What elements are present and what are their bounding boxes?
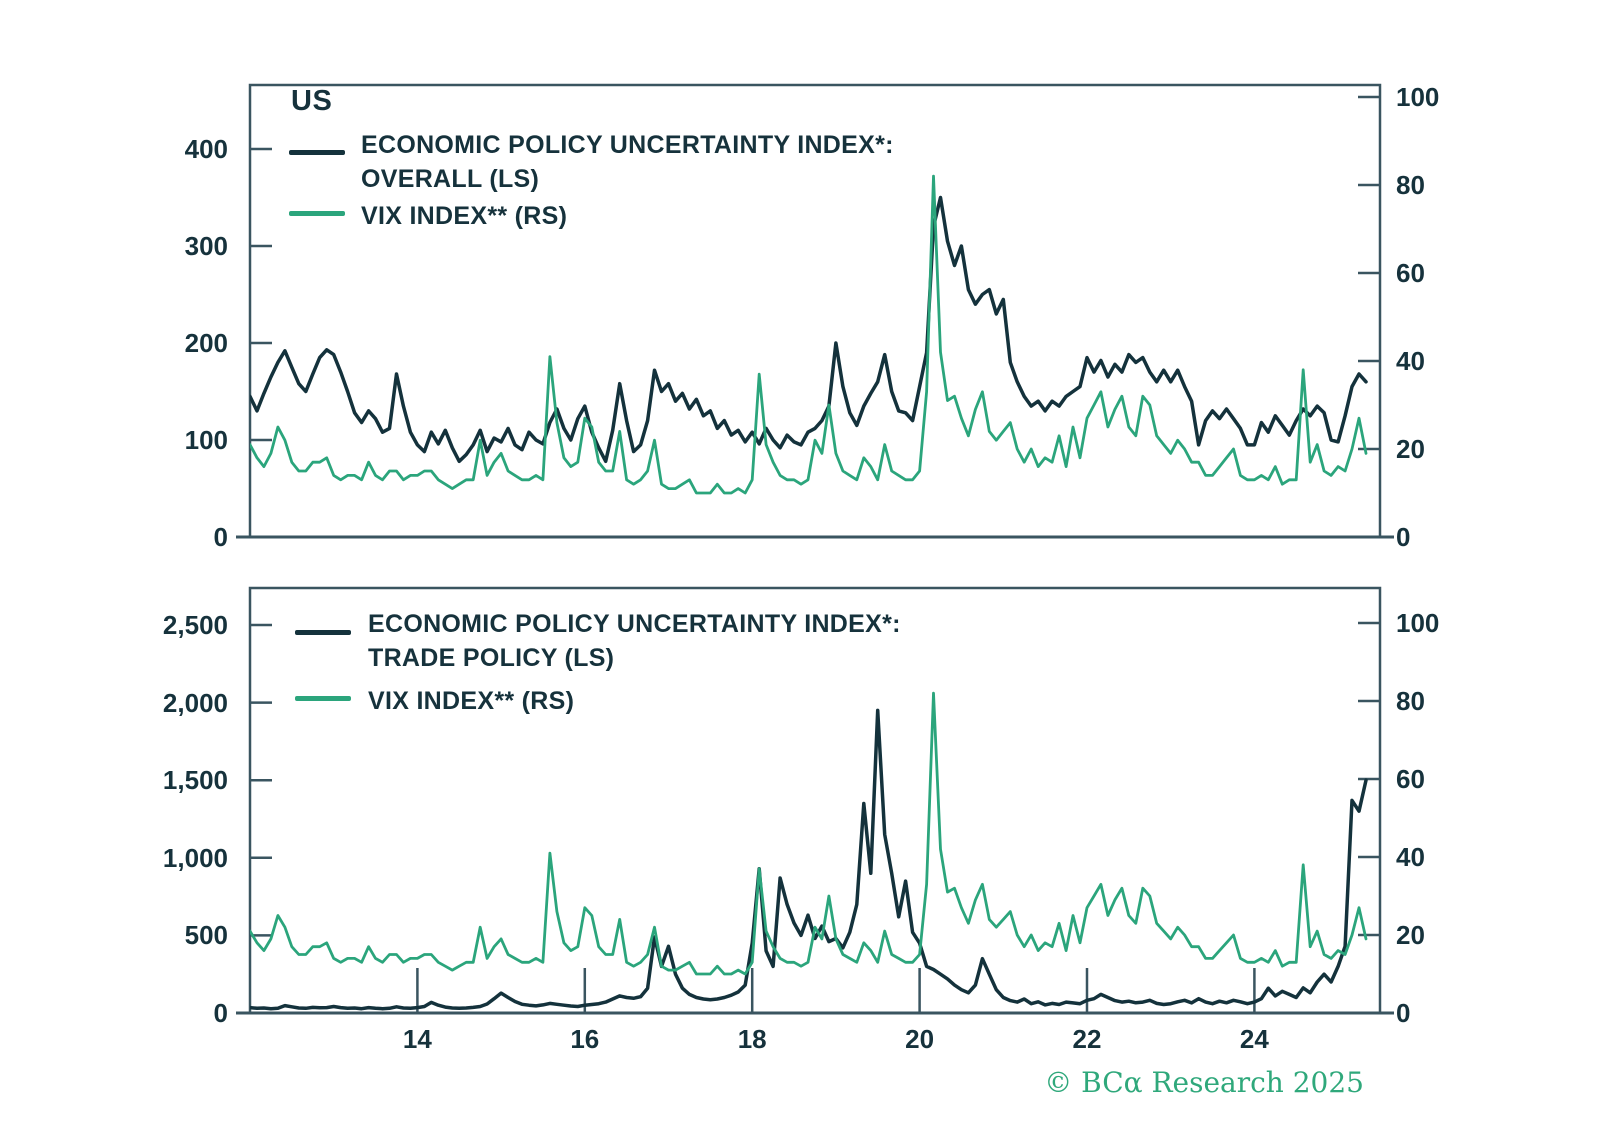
legend-swatch-epu-trade (295, 630, 351, 635)
left-axis-tick-label: 2,500 (162, 610, 228, 640)
legend-label-epu-overall: ECONOMIC POLICY UNCERTAINTY INDEX*: OVER… (361, 128, 894, 196)
vix-index-line (250, 174, 1368, 495)
legend-label-vix: VIX INDEX** (RS) (361, 202, 568, 230)
right-axis-tick-label: 80 (1396, 686, 1425, 716)
legend-swatch-vix (289, 211, 345, 216)
right-axis-tick-label: 0 (1396, 998, 1411, 1028)
left-axis-tick-label: 2,000 (162, 687, 228, 718)
right-axis-tick-label: 40 (1396, 346, 1425, 376)
copyright-notice: © BCα Research 2025 (1044, 1066, 1364, 1099)
legend-swatch-vix (295, 696, 351, 701)
right-axis-tick-label: 20 (1396, 434, 1425, 464)
left-axis-tick-label: 0 (213, 998, 228, 1028)
right-axis-tick-label: 100 (1396, 608, 1440, 638)
right-axis-tick-label: 80 (1396, 170, 1425, 200)
left-axis-tick-label: 500 (184, 920, 228, 951)
x-axis-tick-label: 22 (1072, 1024, 1102, 1054)
x-axis-tick-label: 24 (1239, 1024, 1269, 1054)
legend-line: TRADE POLICY (LS) (368, 644, 615, 672)
right-axis-tick-label: 20 (1396, 920, 1425, 950)
left-axis-tick-label: 1,500 (162, 765, 228, 796)
legend-label-epu-trade: ECONOMIC POLICY UNCERTAINTY INDEX*: TRAD… (368, 607, 901, 675)
legend-line: OVERALL (LS) (361, 165, 540, 193)
x-axis-tick-label: 20 (905, 1024, 935, 1054)
epu-index-line (250, 195, 1368, 464)
legend-line: ECONOMIC POLICY UNCERTAINTY INDEX*: (368, 610, 901, 638)
x-axis-tick-label: 16 (570, 1024, 600, 1054)
epu-index-line (250, 708, 1368, 1011)
right-axis-tick-label: 0 (1396, 522, 1411, 552)
right-axis-tick-label: 100 (1396, 82, 1440, 112)
right-axis-tick-label: 60 (1396, 258, 1425, 288)
legend-line: ECONOMIC POLICY UNCERTAINTY INDEX*: (361, 131, 894, 159)
left-axis-tick-label: 300 (184, 231, 228, 261)
right-axis-tick-label: 60 (1396, 764, 1425, 794)
x-axis-tick-label: 18 (737, 1024, 767, 1054)
legend-label-vix: VIX INDEX** (RS) (368, 687, 575, 715)
left-axis-tick-label: 1,000 (162, 842, 228, 873)
legend-swatch-epu-overall (289, 150, 345, 155)
left-axis-tick-label: 400 (184, 134, 228, 164)
right-axis-tick-label: 40 (1396, 842, 1425, 872)
region-label: US (291, 85, 333, 117)
left-axis-tick-label: 100 (184, 425, 228, 455)
left-axis-tick-label: 200 (184, 328, 228, 358)
vix-index-line (250, 691, 1368, 976)
x-axis-tick-label: 14 (402, 1024, 432, 1054)
left-axis-tick-label: 0 (213, 522, 228, 552)
